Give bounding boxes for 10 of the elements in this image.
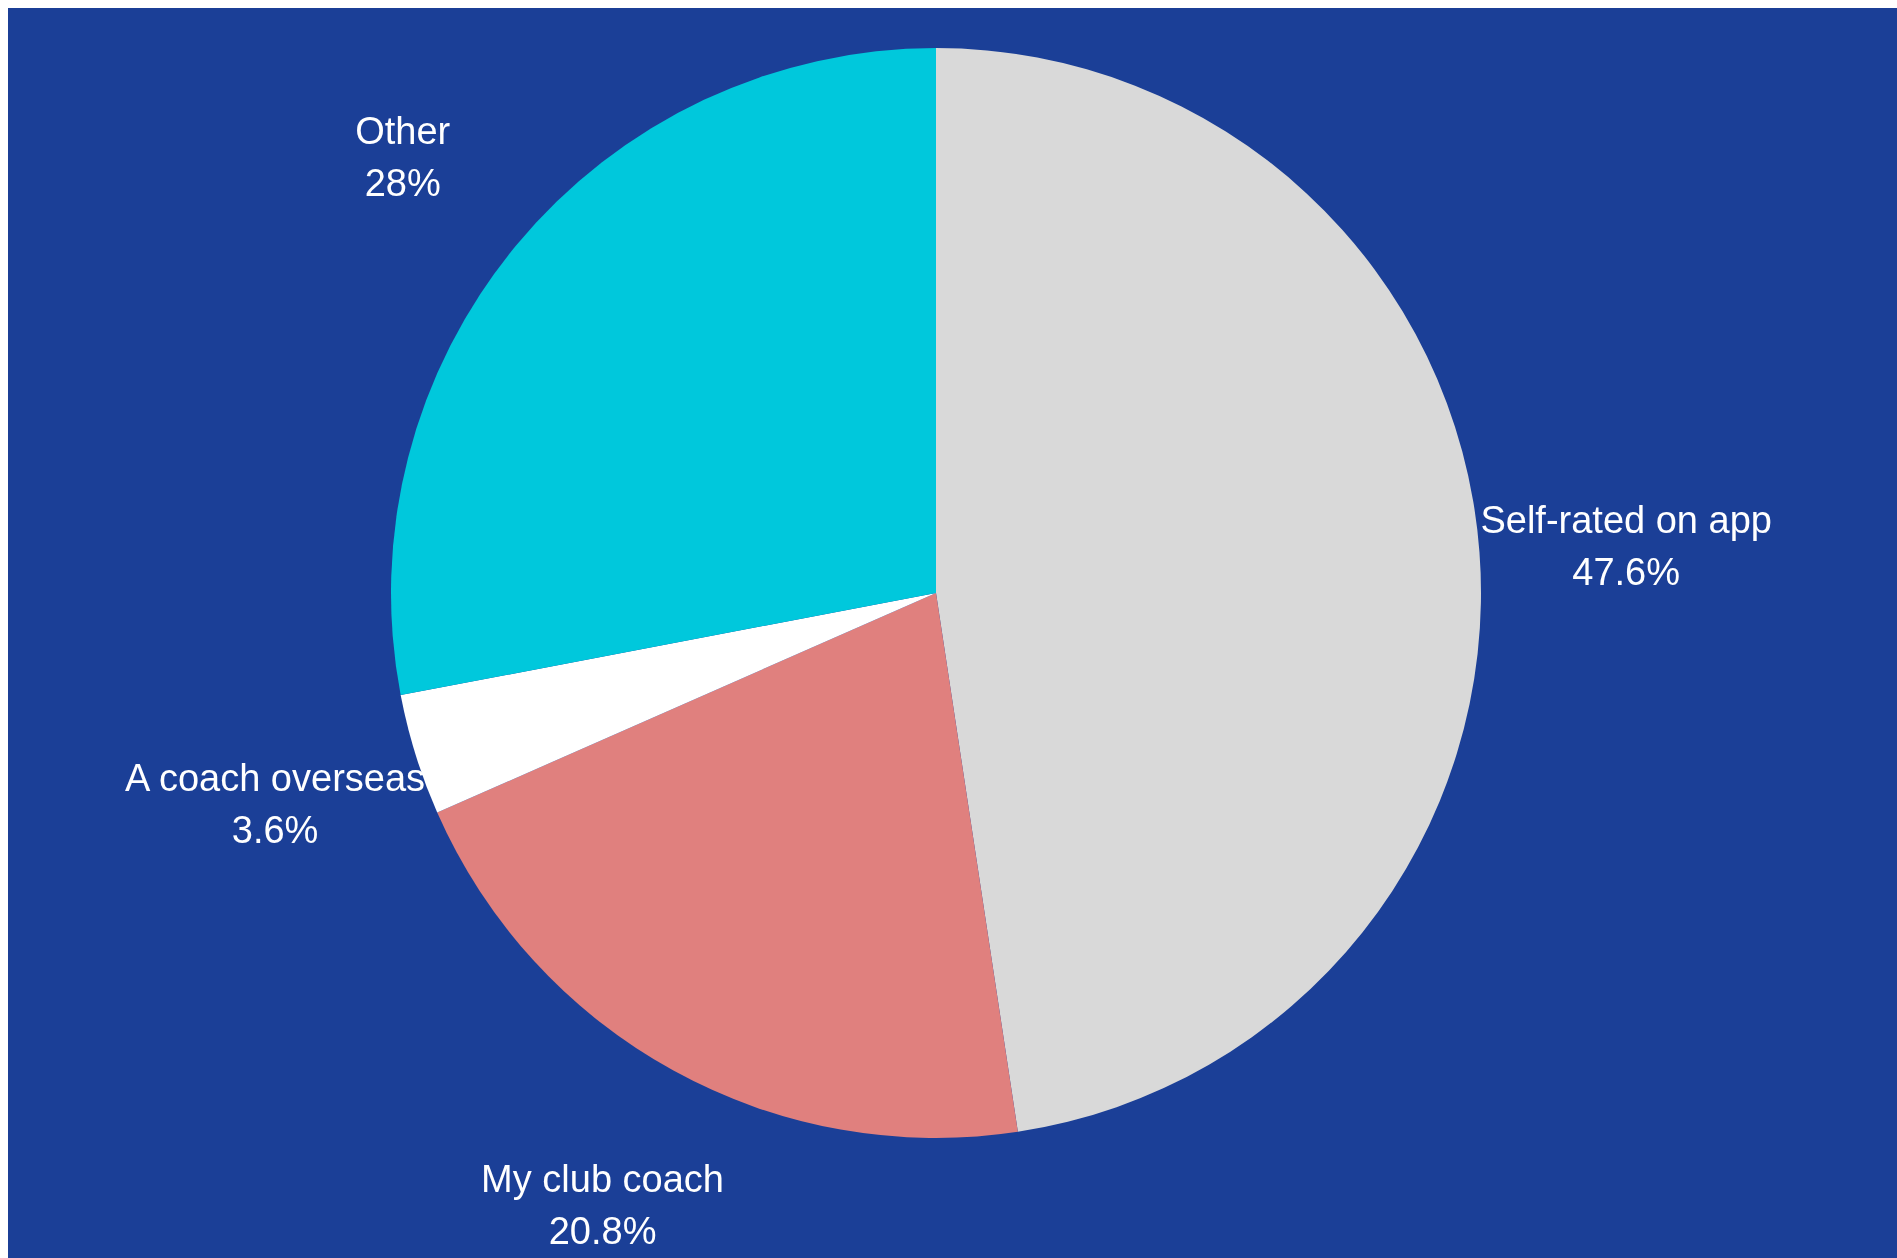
data-label: 28% [364,161,441,204]
slice-label: A coach overseas [125,756,426,799]
data-label: 47.6% [1572,550,1681,593]
pie-slice [437,593,1018,1138]
slice-label: Other [355,109,451,152]
data-label: 20.8% [548,1209,657,1252]
pie-slice [936,48,1481,1132]
slice-label: My club coach [481,1157,724,1200]
slice-label: Self-rated on app [1480,498,1772,541]
data-label: 3.6% [231,808,319,851]
